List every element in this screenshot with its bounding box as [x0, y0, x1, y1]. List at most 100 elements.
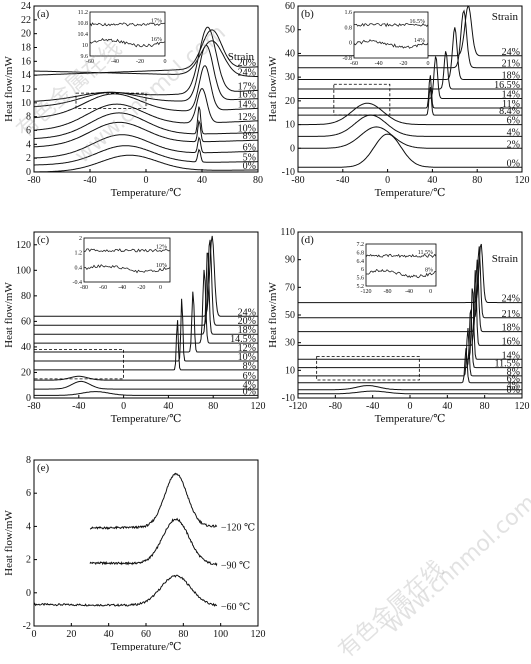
series-label: 18% [502, 323, 520, 334]
inset-3: -120 -80 -40 0 5.2 5.6 6 6.4 6.8 7.2 11.5% 8% [357, 242, 437, 295]
panel-letter: (d) [301, 234, 314, 246]
series-curve [89, 517, 218, 567]
inset-x-tick-label: -120 [361, 289, 372, 295]
y-tick-label: 30 [285, 338, 295, 349]
x-tick-label: 60 [141, 629, 151, 640]
inset-trace [89, 22, 165, 27]
inset-x-tick-label: -20 [136, 59, 144, 65]
x-tick-label: -120 [289, 401, 307, 412]
x-tick-label: 80 [208, 401, 218, 412]
inset-x-tick-label: 0 [159, 285, 162, 291]
x-axis-label: Temperature/℃ [111, 413, 182, 425]
series-label: 24% [238, 307, 256, 318]
inset-label: 10% [156, 263, 167, 269]
x-tick-label: 120 [515, 175, 530, 186]
inset-y-tick-label: 0.8 [345, 25, 353, 31]
inset-frame [353, 11, 429, 59]
series-label: 11.5% [495, 359, 520, 370]
series-label: 4% [507, 127, 520, 138]
y-tick-label: 6 [26, 126, 31, 137]
series-label: 4% [507, 381, 520, 392]
inset-y-tick-label: 5.2 [357, 284, 365, 290]
y-tick-label: 30 [285, 72, 295, 83]
series-label: 6% [243, 371, 256, 382]
inset-trace [353, 39, 429, 49]
inset-y-tick-label: 11.2 [78, 10, 88, 16]
y-tick-label: 12 [21, 84, 31, 95]
series-curve [34, 239, 258, 326]
y-tick-label: 10 [285, 365, 295, 376]
series-label: 14% [238, 99, 256, 110]
inset-x-tick-label: 0 [429, 289, 432, 295]
y-tick-label: 4 [26, 139, 31, 150]
series-curve [34, 391, 258, 396]
y-tick-label: 14 [21, 70, 31, 81]
y-tick-label: 8 [26, 455, 31, 466]
series-label: 20% [238, 58, 256, 69]
inset-label: 17% [151, 18, 162, 24]
series-curve [89, 472, 218, 531]
y-axis-label: Heat flow/mW [267, 56, 279, 122]
x-tick-label: 40 [427, 175, 437, 186]
y-tick-label: 80 [21, 291, 31, 302]
inset-y-tick-label: 6 [361, 267, 364, 273]
series-label: 21% [502, 59, 520, 70]
y-tick-label: 2 [26, 153, 31, 164]
y-tick-label: 40 [21, 342, 31, 353]
series-label: 10% [238, 352, 256, 363]
x-tick-label: -40 [366, 401, 379, 412]
series-label: 14.5% [230, 334, 256, 345]
inset-x-tick-label: -40 [118, 285, 126, 291]
series-curve [298, 309, 522, 369]
x-tick-label: -80 [27, 175, 40, 186]
x-tick-label: -40 [83, 175, 96, 186]
zoom-region [316, 356, 420, 381]
y-tick-label: -2 [23, 621, 31, 632]
inset-x-tick-label: -60 [99, 285, 107, 291]
inset-trace [365, 253, 437, 258]
x-tick-label: -80 [329, 401, 342, 412]
series-curve [298, 56, 522, 99]
x-axis-label: Temperature/℃ [375, 413, 446, 425]
series-label: 16.5% [494, 80, 520, 91]
series-label: 5% [243, 153, 256, 164]
series-curve [298, 75, 522, 109]
series-curve [33, 87, 259, 131]
series-curve [298, 102, 522, 126]
inset-trace [353, 22, 429, 28]
y-axis-label: Heat flow/mW [3, 510, 15, 576]
x-tick-label: -40 [72, 401, 85, 412]
y-tick-label: 120 [16, 240, 31, 251]
series-curve [34, 320, 258, 371]
series-curve [34, 269, 258, 344]
inset-y-tick-label: 6.8 [357, 250, 365, 256]
x-axis-label: Temperature/℃ [111, 187, 182, 199]
series-curve [34, 235, 258, 317]
series-label: 0% [507, 158, 520, 169]
series-label: 16% [502, 336, 520, 347]
y-axis-label: Heat flow/mW [3, 56, 15, 122]
panel-letter: (e) [37, 462, 50, 474]
inset-label: 16% [151, 37, 162, 43]
y-tick-label: 20 [21, 29, 31, 40]
inset-2: -80 -60 -40 -20 0 -0.4 0.4 1.2 2 12% 10% [73, 236, 171, 291]
series-label: 21% [502, 309, 520, 320]
inset-trace [365, 268, 437, 279]
series-curve [298, 246, 522, 319]
series-curve [298, 126, 522, 149]
inset-y-tick-label: -0.8 [343, 56, 353, 62]
series-curve [33, 119, 258, 148]
series-curve [34, 40, 258, 77]
y-tick-label: 16 [21, 56, 31, 67]
y-tick-label: 0 [26, 167, 31, 178]
x-tick-label: 80 [178, 629, 188, 640]
series-label: 24% [502, 47, 520, 58]
plot-frame [33, 231, 259, 399]
series-curve [298, 87, 522, 116]
series-curve [34, 380, 258, 390]
x-tick-label: 0 [385, 175, 390, 186]
y-tick-label: -10 [282, 393, 295, 404]
legend-title: Strain [228, 51, 255, 63]
inset-label: 12% [156, 244, 167, 250]
panel-letter: (a) [37, 8, 50, 20]
